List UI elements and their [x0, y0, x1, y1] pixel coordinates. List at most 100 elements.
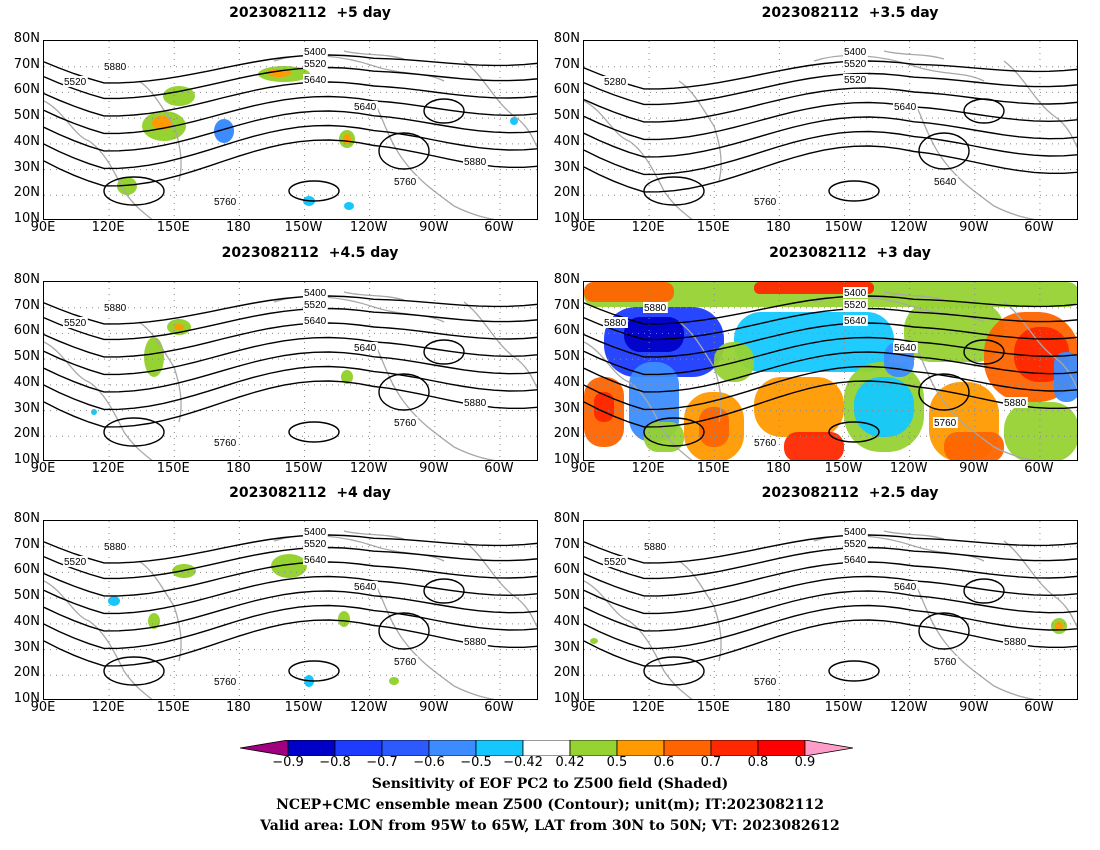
contour-label: 5880: [104, 542, 127, 553]
coastline: [1003, 301, 1077, 390]
closed-contour: [918, 373, 970, 411]
colorbar-tick-label: −0.6: [413, 755, 445, 770]
sensitivity-area: [624, 317, 684, 352]
lon-tick-label: 120E: [91, 461, 125, 476]
lon-tick-label: 60W: [1024, 461, 1054, 476]
contour-label: 5520: [304, 300, 327, 311]
coastline: [584, 100, 693, 219]
colorbar-segment: [475, 740, 524, 756]
contour-label: 5640: [894, 102, 917, 113]
z500-contour: [584, 604, 1077, 650]
contour-label: 5640: [354, 343, 377, 354]
z500-contour: [584, 534, 1077, 564]
contour-label: 5520: [844, 59, 867, 70]
contour-label: 5760: [754, 677, 777, 688]
z500-contour: [44, 365, 537, 411]
map-frame: 5520540055205640564057605760588058805880: [583, 281, 1078, 461]
lon-tick-label: 60W: [1024, 700, 1054, 715]
lat-tick-label: 80N: [553, 272, 580, 287]
contour-label: 5640: [304, 75, 327, 86]
coastline: [1003, 540, 1077, 629]
sensitivity-area: [594, 392, 614, 422]
z500-contour: [584, 307, 1077, 341]
coastline: [463, 540, 537, 629]
coastline: [463, 60, 537, 149]
lon-tick-label: 90W: [419, 461, 449, 476]
colorbar: [240, 740, 854, 756]
lat-tick-label: 60N: [553, 82, 580, 98]
lon-tick-label: 120E: [631, 461, 665, 476]
contour-label: 5520: [304, 539, 327, 550]
coastline: [463, 301, 537, 390]
z500-contour: [584, 546, 1077, 580]
closed-contour: [918, 612, 970, 650]
closed-contour: [288, 180, 340, 202]
z500-contour: [584, 87, 1077, 123]
map-svg: 5520540055205640564057605760588058805880: [584, 282, 1077, 460]
coastline: [44, 580, 153, 699]
coastline: [584, 580, 693, 699]
lat-tick-label: 40N: [13, 613, 40, 629]
map-frame: 5280 5400 5520 5520 5640 5640 5760: [583, 40, 1078, 220]
lon-tick-label: 120E: [631, 220, 665, 235]
sensitivity-area: [108, 596, 120, 606]
panel-title: 2023082112 +4 day: [229, 485, 391, 501]
colorbar-tick-label: 0.42: [555, 755, 585, 770]
lon-tick-label: 90E: [30, 220, 56, 235]
z500-contour: [584, 295, 1077, 325]
lon-tick-label: 150E: [696, 220, 730, 235]
contour-label: 5640: [354, 582, 377, 593]
lat-tick-label: 80N: [13, 272, 40, 287]
closed-contour: [963, 98, 1005, 124]
contour-label: 5280: [604, 77, 627, 88]
coastline: [343, 530, 405, 540]
lon-tick-label: 180: [225, 461, 251, 476]
contour-label: 5400: [844, 288, 867, 299]
colorbar-segment: [334, 740, 383, 756]
coastline: [913, 341, 1036, 460]
closed-contour: [378, 373, 430, 411]
colorbar-tick-label: 0.6: [653, 755, 675, 770]
closed-contour: [828, 660, 880, 682]
closed-contour: [963, 339, 1005, 365]
z500-contour: [584, 130, 1077, 176]
lat-tick-label: 70N: [13, 536, 40, 552]
lat-tick-label: 20N: [553, 185, 580, 201]
caption-valid-area: Valid area: LON from 95W to 65W, LAT fro…: [260, 818, 840, 834]
closed-contour: [643, 417, 705, 447]
z500-contour: [44, 81, 537, 117]
z500-contour: [584, 101, 1077, 141]
map-frame: 5520 5400 5520 5640 5640 5760 5760 5880 5880: [43, 281, 538, 461]
z500-contour: [584, 575, 1077, 615]
z500-contour: [584, 590, 1077, 632]
lat-tick-label: 70N: [13, 56, 40, 72]
sensitivity-area: [584, 282, 674, 302]
z500-contour: [584, 60, 1077, 90]
sensitivity-area: [144, 337, 164, 377]
sensitivity-area: [784, 432, 844, 460]
colorbar-segment: [710, 740, 759, 756]
lat-tick-label: 50N: [553, 588, 580, 604]
closed-contour: [103, 656, 165, 686]
colorbar-tick-label: −0.5: [460, 755, 492, 770]
coastline: [913, 100, 1036, 219]
contour-label: 5640: [894, 582, 917, 593]
lat-tick-label: 20N: [553, 665, 580, 681]
lon-tick-label: 150E: [696, 461, 730, 476]
lat-tick-label: 60N: [553, 562, 580, 578]
contour-label: 5760: [214, 197, 237, 208]
contour-label: 5520: [844, 75, 867, 86]
sensitivity-area: [754, 377, 844, 437]
lon-tick-label: 150W: [824, 461, 863, 476]
lon-tick-label: 60W: [1024, 220, 1054, 235]
coastline: [913, 580, 1036, 699]
lat-tick-label: 40N: [553, 613, 580, 629]
contour-label: 5640: [844, 316, 867, 327]
lon-tick-label: 150W: [824, 700, 863, 715]
z500-contour: [584, 365, 1077, 411]
map-frame: 5520 5400 5520 5640 5640 5760 5760 5880 5880: [583, 520, 1078, 700]
lat-tick-label: 40N: [553, 133, 580, 149]
